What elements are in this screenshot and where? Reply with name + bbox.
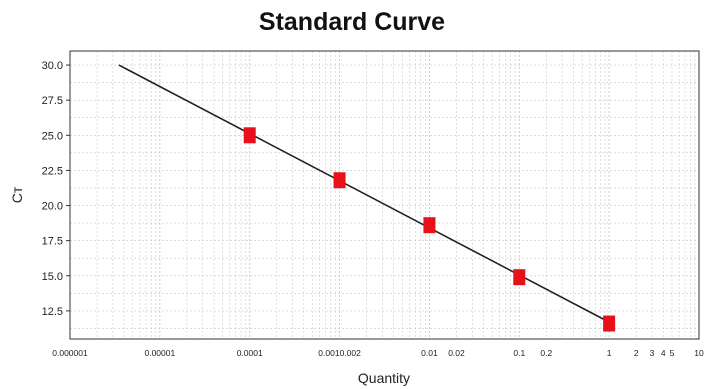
grid-lines: [69, 51, 699, 339]
chart-title: Standard Curve: [258, 8, 446, 36]
x-tick-label: 4: [661, 348, 666, 358]
data-points: [243, 127, 616, 332]
y-tick-label: 12.5: [42, 306, 63, 318]
standard-curve-fit-line: [118, 64, 610, 323]
fit-line-group: [118, 64, 610, 323]
x-tick-label: 3: [650, 348, 655, 358]
y-tick-label: 22.5: [42, 165, 63, 177]
y-tick-label: 27.5: [42, 95, 63, 107]
data-point-marker: [423, 217, 436, 234]
x-tick-label: 0.000001: [52, 348, 88, 358]
y-tick-label: 20.0: [42, 201, 63, 213]
y-tick-label: 30.0: [42, 60, 63, 72]
x-tick-label: 0.1: [513, 348, 525, 358]
x-tick-label: 0.00001: [144, 348, 175, 358]
x-axis-ticks: 0.000001 0.00001 0.0001 0.0010.002 0.01 0.02 0…: [52, 348, 704, 358]
y-tick-label: 15.0: [42, 271, 63, 283]
x-tick-label: 0.02: [448, 348, 465, 358]
x-tick-label: 0.0010.002: [318, 348, 361, 358]
data-point-marker: [603, 315, 616, 332]
data-point-marker: [513, 269, 526, 286]
y-tick-label: 17.5: [42, 236, 63, 248]
x-tick-label: 10: [694, 348, 704, 358]
y-axis-ticks: 12.5 15.0 17.5 20.0 22.5 25.0 27.5 30.0: [42, 60, 70, 318]
x-tick-label: 0.01: [421, 348, 438, 358]
data-point-marker: [333, 172, 346, 189]
data-point-marker: [243, 127, 256, 144]
x-tick-label: 0.0001: [237, 348, 263, 358]
y-axis-label: Cт: [9, 186, 25, 203]
x-axis-label: Quantity: [358, 370, 410, 386]
x-tick-label: 0.2: [540, 348, 552, 358]
y-tick-label: 25.0: [42, 130, 63, 142]
plot-area-border: [69, 50, 700, 340]
x-tick-label: 5: [670, 348, 675, 358]
x-tick-label: 2: [634, 348, 639, 358]
x-tick-label: 1: [607, 348, 612, 358]
